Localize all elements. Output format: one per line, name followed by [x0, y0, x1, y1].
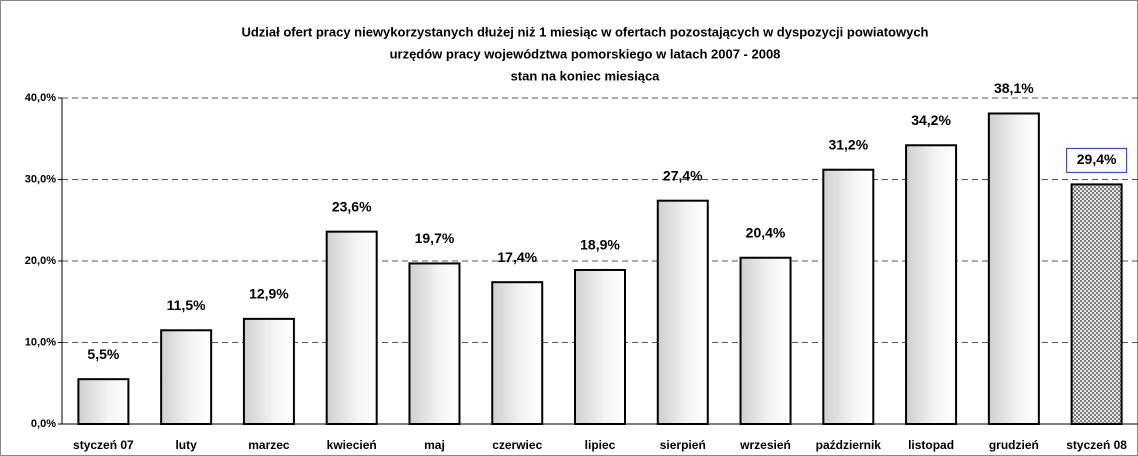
chart-title: Udział ofert pracy niewykorzystanych dłu… — [241, 24, 928, 39]
x-tick-label: lipiec — [585, 438, 616, 452]
bar — [408, 262, 461, 425]
value-label: 31,2% — [828, 136, 868, 152]
bar — [325, 230, 378, 425]
bar — [77, 378, 130, 425]
y-tick-label: 30,0% — [25, 173, 56, 185]
value-label: 19,7% — [415, 230, 455, 246]
x-tick-label: październik — [816, 438, 882, 452]
label-box — [1066, 147, 1128, 173]
bar — [491, 281, 544, 425]
bar — [987, 112, 1040, 426]
bar — [242, 317, 295, 425]
x-tick-label: grudzień — [989, 438, 1039, 452]
value-label: 17,4% — [497, 249, 537, 265]
x-tick-label: kwiecień — [327, 438, 377, 452]
bar — [656, 199, 709, 425]
bar — [160, 329, 213, 425]
bar — [574, 268, 626, 425]
y-tick-label: 20,0% — [25, 255, 56, 267]
value-label: 27,4% — [663, 167, 703, 183]
x-tick-label: luty — [175, 438, 197, 452]
y-tick-label: 0,0% — [31, 418, 56, 430]
value-label: 12,9% — [249, 286, 289, 302]
value-label: 11,5% — [167, 297, 206, 313]
x-tick-label: listopad — [908, 438, 954, 452]
y-tick-label: 40,0% — [25, 92, 56, 104]
bar — [905, 144, 958, 426]
x-tick-label: styczeń 08 — [1066, 438, 1127, 452]
y-tick-label: 10,0% — [25, 336, 56, 348]
x-tick-label: marzec — [248, 438, 290, 452]
value-label: 23,6% — [332, 198, 372, 214]
chart-title: urzędów pracy województwa pomorskiego w … — [390, 46, 781, 61]
bar — [822, 168, 875, 425]
bar — [1070, 183, 1123, 425]
x-tick-label: czerwiec — [492, 438, 542, 452]
value-label: 20,4% — [746, 224, 786, 240]
bar — [739, 256, 792, 425]
x-tick-label: wrzesień — [739, 438, 791, 452]
x-tick-label: maj — [424, 438, 445, 452]
value-label: 29,4% — [1077, 151, 1117, 167]
x-tick-label: sierpień — [660, 438, 706, 452]
value-label: 5,5% — [87, 346, 119, 362]
value-label: 34,2% — [911, 112, 951, 128]
value-label: 18,9% — [580, 237, 620, 253]
value-label: 38,1% — [994, 80, 1034, 96]
chart-title: stan na koniec miesiąca — [511, 68, 661, 83]
x-tick-label: styczeń 07 — [73, 438, 134, 452]
